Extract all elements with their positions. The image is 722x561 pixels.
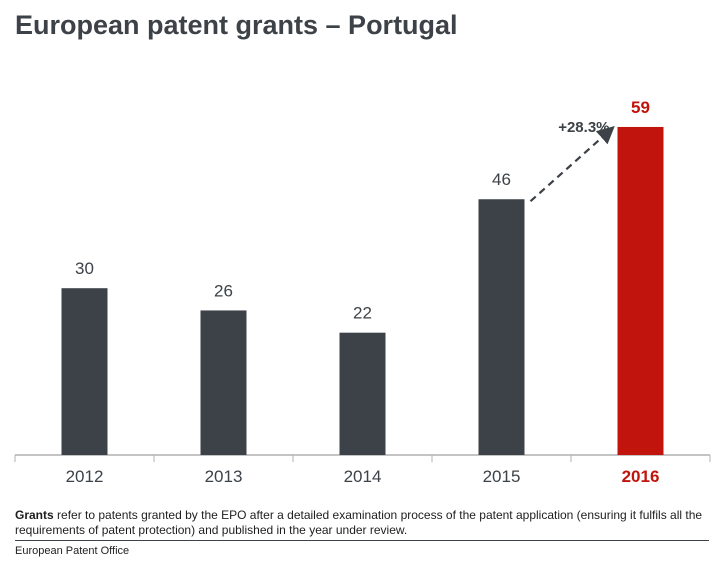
growth-arrow [529, 126, 615, 203]
source-label: European Patent Office [15, 545, 130, 557]
x-tick-label-2012: 2012 [66, 467, 104, 486]
x-tick-label-2013: 2013 [205, 467, 243, 486]
footnote-text: refer to patents granted by the EPO afte… [15, 508, 703, 537]
growth-annotation: +28.3% [558, 119, 609, 136]
bar-2014 [339, 332, 386, 455]
x-tick-label-2016: 2016 [622, 467, 660, 486]
data-label-2016: 59 [631, 98, 650, 117]
x-tick-label-2014: 2014 [344, 467, 382, 486]
data-label-2014: 22 [353, 304, 372, 323]
bar-2015 [478, 199, 525, 455]
bar-2012 [61, 288, 108, 455]
data-label-2012: 30 [75, 259, 94, 278]
bar-chart: 30 2012 26 2013 22 2014 46 2015 59 2016 +28.3% [14, 98, 711, 486]
footnote-term: Grants [15, 508, 54, 522]
footnote: Grants refer to patents granted by the E… [15, 508, 705, 538]
footer-divider [15, 540, 709, 541]
data-label-2013: 26 [214, 281, 233, 300]
chart-title: European patent grants – Portugal [15, 10, 458, 40]
x-tick-label-2015: 2015 [483, 467, 521, 486]
data-label-2015: 46 [492, 170, 511, 189]
bar-2016 [617, 126, 664, 456]
bar-2013 [200, 310, 247, 455]
